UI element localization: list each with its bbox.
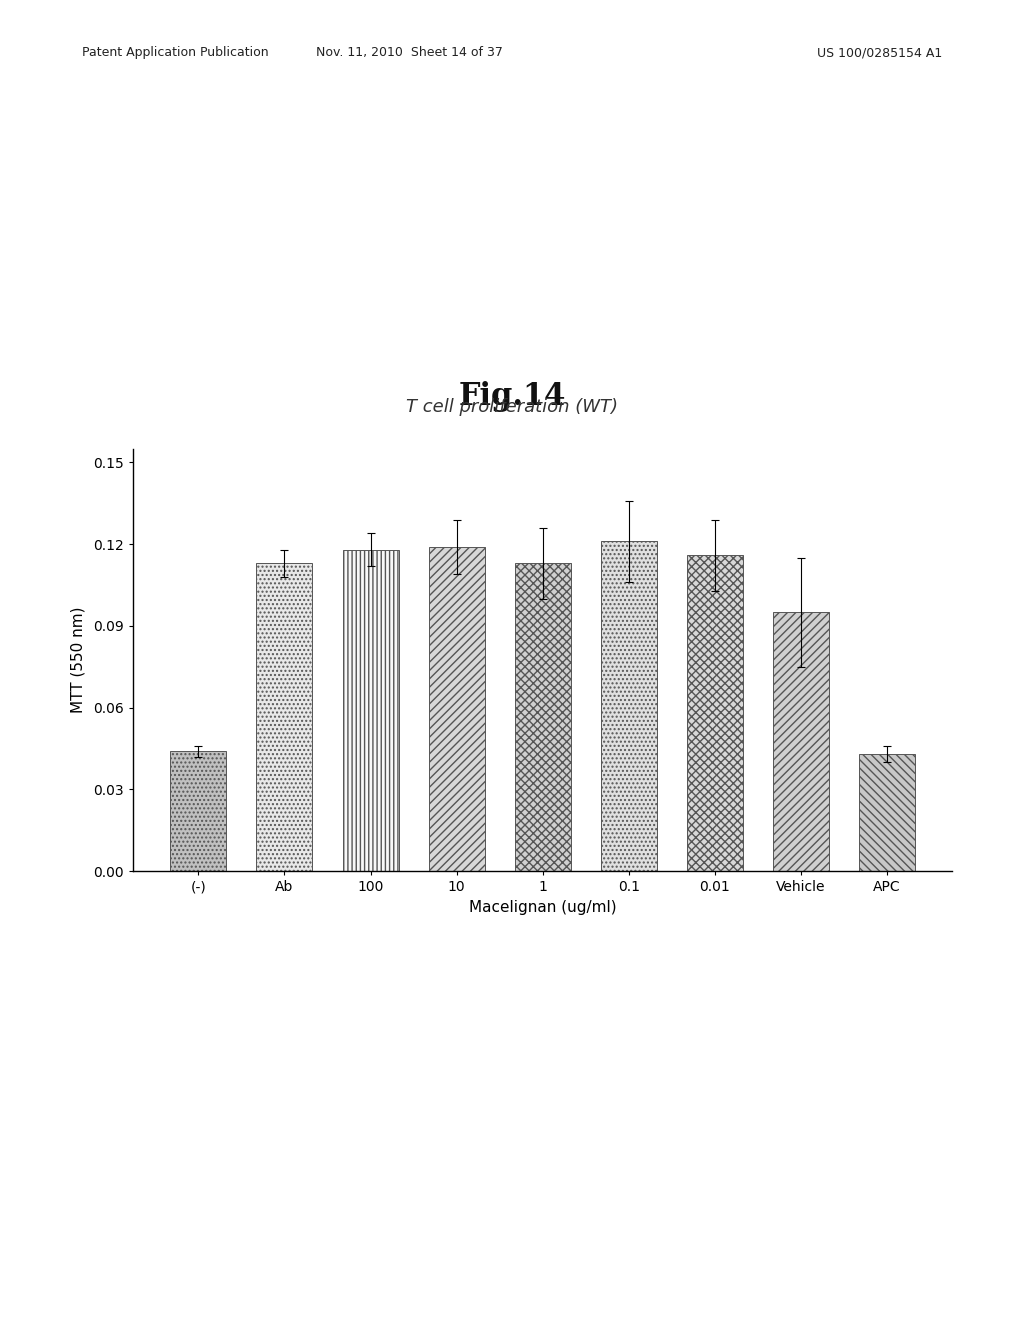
Y-axis label: MTT (550 nm): MTT (550 nm) (70, 607, 85, 713)
Bar (256, 564, 312, 871)
Bar (429, 546, 484, 871)
Bar (515, 564, 570, 871)
Text: Nov. 11, 2010  Sheet 14 of 37: Nov. 11, 2010 Sheet 14 of 37 (316, 46, 503, 59)
Bar (343, 549, 398, 871)
Text: Patent Application Publication: Patent Application Publication (82, 46, 268, 59)
Bar (601, 541, 656, 871)
Bar (687, 556, 742, 871)
X-axis label: Macelignan (ug/ml): Macelignan (ug/ml) (469, 900, 616, 915)
Text: US 100/0285154 A1: US 100/0285154 A1 (817, 46, 942, 59)
Bar (773, 612, 829, 871)
Bar (170, 751, 226, 871)
Text: T cell proliferation (WT): T cell proliferation (WT) (406, 397, 618, 416)
Bar (859, 754, 915, 871)
Text: Fig.14: Fig.14 (459, 380, 565, 412)
